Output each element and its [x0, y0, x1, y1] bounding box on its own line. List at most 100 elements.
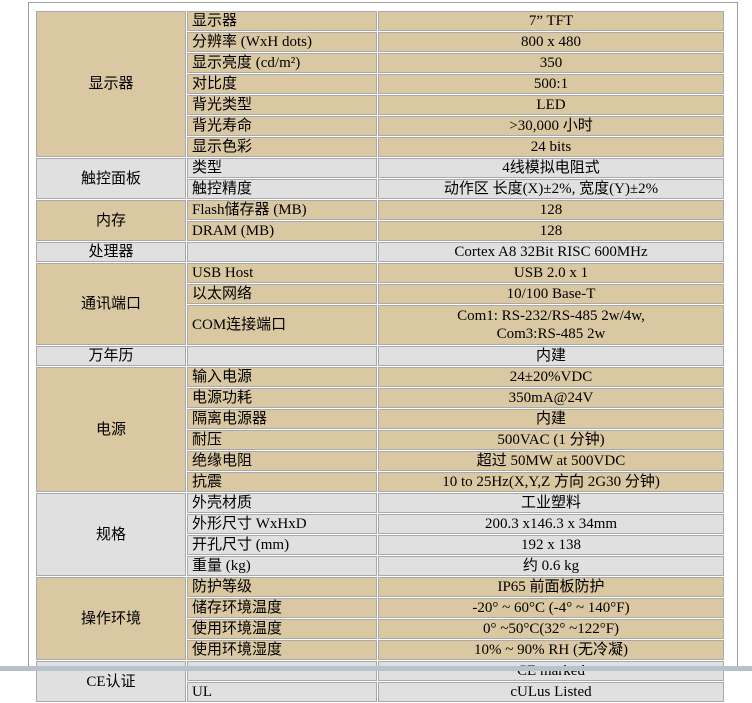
spec-value-cell: 约 0.6 kg [378, 556, 724, 576]
table-row: 处理器 Cortex A8 32Bit RISC 600MHz [36, 242, 724, 262]
spec-value-cell: 192 x 138 [378, 535, 724, 555]
table-row: 背光寿命 >30,000 小时 [36, 116, 724, 136]
spec-name-cell: 电源功耗 [187, 388, 377, 408]
spec-value-cell: CE marked [378, 661, 724, 681]
spec-value-cell: 动作区 长度(X)±2%, 宽度(Y)±2% [378, 179, 724, 199]
spec-name-cell: 背光类型 [187, 95, 377, 115]
spec-name-cell: COM连接端口 [187, 305, 377, 345]
table-row: 使用环境温度 0° ~50°C(32° ~122°F) [36, 619, 724, 639]
table-row: 以太网络 10/100 Base-T [36, 284, 724, 304]
table-row: 重量 (kg) 约 0.6 kg [36, 556, 724, 576]
frame-left-line [28, 2, 29, 666]
table-row: 隔离电源器 内建 [36, 409, 724, 429]
spec-name-cell: 防护等级 [187, 577, 377, 597]
category-cell: 通讯端口 [36, 263, 186, 345]
spec-name-cell: 触控精度 [187, 179, 377, 199]
spec-value-cell: IP65 前面板防护 [378, 577, 724, 597]
category-cell: 规格 [36, 493, 186, 576]
table-row: 使用环境湿度 10% ~ 90% RH (无冷凝) [36, 640, 724, 660]
table-row: 分辨率 (WxH dots) 800 x 480 [36, 32, 724, 52]
table-row: 显示亮度 (cd/m²) 350 [36, 53, 724, 73]
spec-value-cell: 10 to 25Hz(X,Y,Z 方向 2G30 分钟) [378, 472, 724, 492]
table-row: 外形尺寸 WxHxD 200.3 x146.3 x 34mm [36, 514, 724, 534]
spec-value-cell: 24±20%VDC [378, 367, 724, 387]
spec-name-cell: 隔离电源器 [187, 409, 377, 429]
spec-value-cell: 0° ~50°C(32° ~122°F) [378, 619, 724, 639]
spec-value-cell: 500VAC (1 分钟) [378, 430, 724, 450]
spec-name-cell: 显示亮度 (cd/m²) [187, 53, 377, 73]
table-row: 显示色彩 24 bits [36, 137, 724, 157]
spec-value-cell: >30,000 小时 [378, 116, 724, 136]
category-cell: 处理器 [36, 242, 186, 262]
spec-name-cell: Flash储存器 (MB) [187, 200, 377, 220]
spec-name-cell: 类型 [187, 158, 377, 178]
spec-name-cell: 开孔尺寸 (mm) [187, 535, 377, 555]
spec-value-cell: USB 2.0 x 1 [378, 263, 724, 283]
table-row: 触控面板 类型 4线模拟电阻式 [36, 158, 724, 199]
spec-name-cell: 输入电源 [187, 367, 377, 387]
spec-table-container: 显示器 显示器 7” TFT 分辨率 (WxH dots) 800 x 480 显示亮度 … [35, 10, 725, 703]
spec-name-cell: 储存环境温度 [187, 598, 377, 618]
spec-name-cell: 显示器 [187, 11, 377, 31]
spec-name-cell [187, 661, 377, 681]
spec-name-cell: UL [187, 682, 377, 702]
table-row: COM连接端口 Com1: RS-232/RS-485 2w/4w, Com3:R… [36, 305, 724, 345]
spec-value-cell: 10/100 Base-T [378, 284, 724, 304]
frame-top-line [28, 2, 738, 3]
spec-value-cell: Com1: RS-232/RS-485 2w/4w, Com3:RS-485 2… [378, 305, 724, 345]
spec-name-cell: 使用环境湿度 [187, 640, 377, 660]
spec-value-cell: 128 [378, 200, 724, 220]
table-row: CE认证 CE marked [36, 661, 724, 702]
spec-name-cell: 以太网络 [187, 284, 377, 304]
frame-right-line [737, 2, 738, 666]
spec-name-cell: 抗震 [187, 472, 377, 492]
spec-value-cell: -20° ~ 60°C (-4° ~ 140°F) [378, 598, 724, 618]
table-row: 规格 外壳材质 工业塑料 [36, 493, 724, 576]
category-cell: 显示器 [36, 11, 186, 157]
spec-name-cell: 外壳材质 [187, 493, 377, 513]
spec-value-cell: 7” TFT [378, 11, 724, 31]
spec-name-cell: 对比度 [187, 74, 377, 94]
table-row: 对比度 500:1 [36, 74, 724, 94]
table-row: 绝缘电阻 超过 50MW at 500VDC [36, 451, 724, 471]
spec-name-cell: 重量 (kg) [187, 556, 377, 576]
spec-name-cell: 背光寿命 [187, 116, 377, 136]
spec-name-cell [187, 242, 377, 262]
spec-value-cell: 500:1 [378, 74, 724, 94]
category-cell: 触控面板 [36, 158, 186, 199]
table-row: 内存 Flash储存器 (MB) 128 [36, 200, 724, 241]
spec-value-cell: 10% ~ 90% RH (无冷凝) [378, 640, 724, 660]
spec-value-cell: Cortex A8 32Bit RISC 600MHz [378, 242, 724, 262]
spec-value-cell: 超过 50MW at 500VDC [378, 451, 724, 471]
table-row: 耐压 500VAC (1 分钟) [36, 430, 724, 450]
spec-name-cell: 显示色彩 [187, 137, 377, 157]
spec-name-cell: USB Host [187, 263, 377, 283]
table-row: 通讯端口 USB Host USB 2.0 x 1 [36, 263, 724, 345]
table-row: 电源功耗 350mA@24V [36, 388, 724, 408]
table-row: 电源 输入电源 24±20%VDC [36, 367, 724, 492]
spec-name-cell: 绝缘电阻 [187, 451, 377, 471]
spec-name-cell: 外形尺寸 WxHxD [187, 514, 377, 534]
spec-value-cell: 4线模拟电阻式 [378, 158, 724, 178]
table-row: 抗震 10 to 25Hz(X,Y,Z 方向 2G30 分钟) [36, 472, 724, 492]
spec-name-cell: 分辨率 (WxH dots) [187, 32, 377, 52]
spec-value-cell: 800 x 480 [378, 32, 724, 52]
spec-table: 显示器 显示器 7” TFT 分辨率 (WxH dots) 800 x 480 显示亮度 … [35, 10, 725, 703]
spec-value-cell: 内建 [378, 409, 724, 429]
spec-name-cell: 使用环境温度 [187, 619, 377, 639]
spec-value-cell: 工业塑料 [378, 493, 724, 513]
table-row: 操作环境 防护等级 IP65 前面板防护 [36, 577, 724, 660]
spec-value-cell: 350mA@24V [378, 388, 724, 408]
table-row: 万年历 内建 [36, 346, 724, 366]
table-row: 显示器 显示器 7” TFT [36, 11, 724, 157]
spec-name-cell: 耐压 [187, 430, 377, 450]
spec-value-cell: 200.3 x146.3 x 34mm [378, 514, 724, 534]
window-bottom-edge [0, 666, 752, 671]
spec-value-cell: LED [378, 95, 724, 115]
table-row: 背光类型 LED [36, 95, 724, 115]
table-row: 触控精度 动作区 长度(X)±2%, 宽度(Y)±2% [36, 179, 724, 199]
category-cell: 万年历 [36, 346, 186, 366]
category-cell: 电源 [36, 367, 186, 492]
table-row: DRAM (MB) 128 [36, 221, 724, 241]
spec-table-body: 显示器 显示器 7” TFT 分辨率 (WxH dots) 800 x 480 显示亮度 … [36, 11, 724, 702]
